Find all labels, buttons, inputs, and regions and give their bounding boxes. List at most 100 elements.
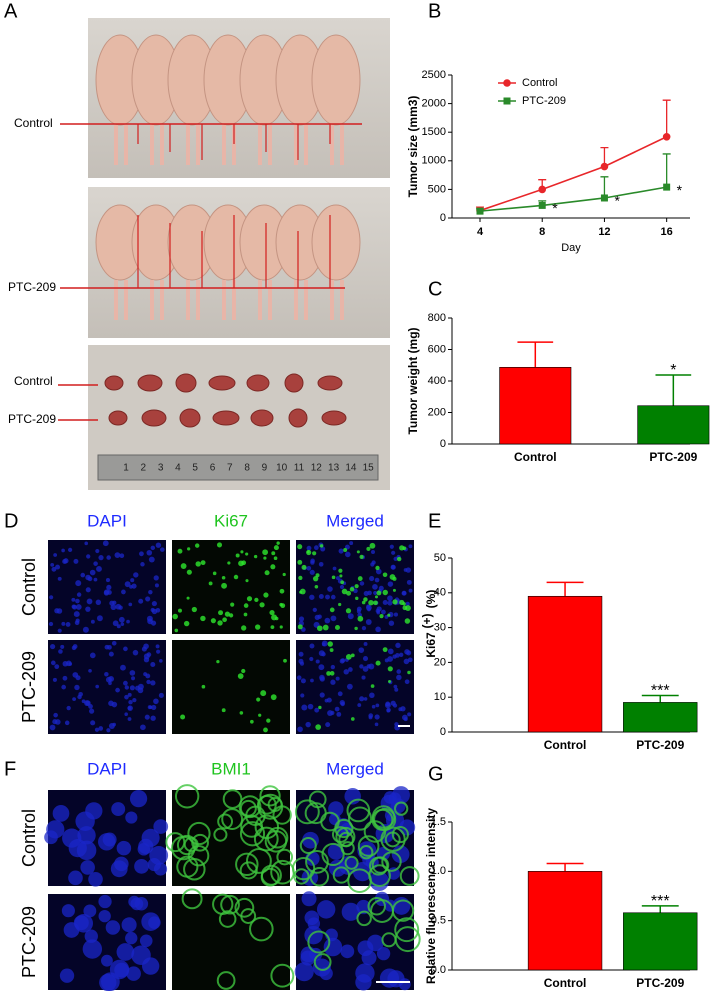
ruler-number: 4 <box>175 463 181 474</box>
signal <box>174 628 179 633</box>
nucleus <box>150 545 156 551</box>
nucleus <box>57 576 62 581</box>
y-tick-label: 50 <box>434 552 446 564</box>
nucleus <box>95 548 100 554</box>
bar <box>623 702 698 733</box>
signal <box>345 654 352 660</box>
nucleus <box>332 566 337 571</box>
ruler-number: 12 <box>311 463 323 474</box>
nucleus <box>307 703 314 710</box>
nucleus <box>340 944 355 959</box>
y-axis-label: Tumor size (mm3) <box>406 96 420 198</box>
marker <box>662 132 671 141</box>
nucleus <box>84 700 90 706</box>
nucleus <box>356 899 371 915</box>
signal <box>264 570 270 576</box>
nucleus <box>140 724 146 731</box>
ruler-number: 14 <box>345 463 357 474</box>
tumor <box>246 374 270 392</box>
nucleus <box>315 659 320 664</box>
nucleus <box>349 541 354 546</box>
signal <box>264 830 288 853</box>
signal <box>350 717 355 721</box>
nucleus <box>140 562 145 567</box>
nucleus <box>150 715 156 721</box>
nucleus <box>123 680 128 686</box>
nucleus <box>48 621 54 627</box>
nucleus <box>85 802 103 820</box>
nucleus <box>305 721 311 728</box>
nucleus <box>128 602 133 607</box>
signal <box>329 648 334 652</box>
nucleus <box>88 871 103 887</box>
nucleus <box>388 620 395 626</box>
nucleus <box>150 620 157 626</box>
x-tick-label: PTC-209 <box>636 976 684 990</box>
nucleus <box>325 594 330 600</box>
row-label: PTC-209 <box>19 651 39 723</box>
ruler <box>97 454 379 481</box>
nucleus <box>369 692 375 699</box>
signal <box>368 599 374 606</box>
nucleus <box>339 699 345 706</box>
nucleus <box>88 704 93 709</box>
nucleus <box>345 551 351 558</box>
signal <box>213 827 228 842</box>
nucleus <box>133 572 139 578</box>
nucleus <box>306 566 312 571</box>
signal <box>270 963 295 988</box>
nucleus <box>46 820 65 839</box>
ruler-number: 11 <box>294 463 305 474</box>
nucleus <box>51 566 57 572</box>
nucleus <box>71 597 76 602</box>
nucleus <box>114 552 121 559</box>
nucleus <box>359 581 365 586</box>
nucleus <box>370 562 375 567</box>
tumor <box>212 410 240 426</box>
x-axis-label: Day <box>561 242 581 254</box>
signal <box>234 897 255 918</box>
nucleus <box>110 604 117 611</box>
nucleus <box>405 601 410 606</box>
ruler-number: 15 <box>363 463 375 474</box>
nucleus <box>298 616 305 622</box>
signal <box>374 595 379 599</box>
nucleus <box>330 615 337 622</box>
nucleus <box>71 604 76 609</box>
nucleus <box>90 619 95 624</box>
nucleus <box>366 604 371 609</box>
nucleus <box>53 712 58 718</box>
signal <box>263 727 268 733</box>
nucleus <box>126 966 141 981</box>
nucleus <box>335 676 340 681</box>
nucleus <box>155 542 162 548</box>
nucleus <box>50 562 55 567</box>
signal <box>332 866 350 884</box>
nucleus <box>389 544 394 549</box>
row-label: PTC-209 <box>19 906 39 978</box>
nucleus <box>68 870 83 886</box>
signal <box>216 660 220 664</box>
leg <box>330 125 334 165</box>
nucleus <box>124 685 129 690</box>
nucleus <box>145 673 151 679</box>
y-tick-label: 500 <box>428 183 446 195</box>
nucleus <box>131 945 151 966</box>
nucleus <box>52 677 57 682</box>
nucleus <box>359 696 365 702</box>
signal <box>270 625 275 630</box>
signal <box>312 551 317 556</box>
nucleus <box>141 646 147 652</box>
tumor <box>321 410 347 426</box>
nucleus <box>408 544 413 549</box>
signal <box>393 801 409 816</box>
signal <box>338 602 342 607</box>
nucleus <box>403 658 410 665</box>
nucleus <box>72 697 77 702</box>
nucleus <box>93 577 98 582</box>
nucleus <box>59 968 75 983</box>
nucleus <box>127 692 132 697</box>
marker <box>663 183 671 191</box>
nucleus <box>52 805 70 822</box>
